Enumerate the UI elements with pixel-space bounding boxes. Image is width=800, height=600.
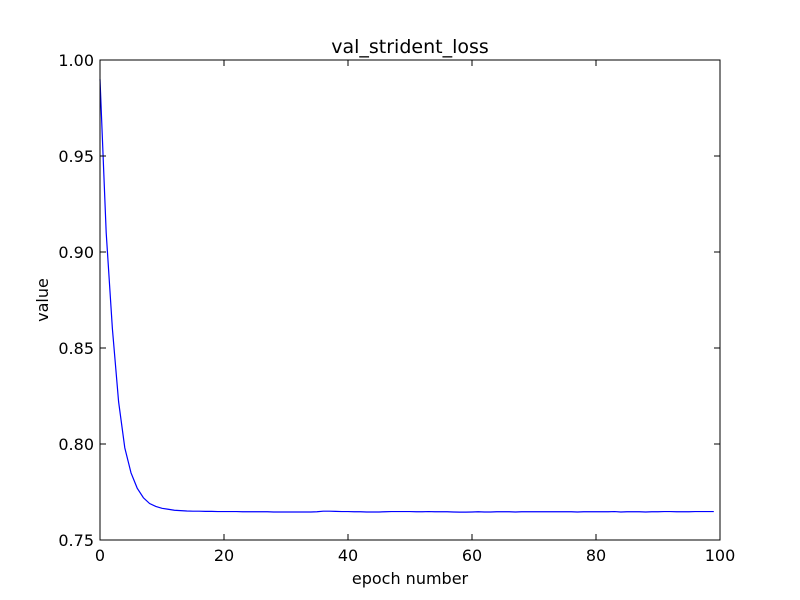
y-tick-label: 1.00 <box>58 51 94 70</box>
y-axis-label: value <box>33 278 52 322</box>
y-axis: 0.75 0.80 0.85 0.90 0.95 1.00 <box>58 51 720 550</box>
y-tick-label: 0.80 <box>58 435 94 454</box>
plot-frame <box>99 59 721 541</box>
y-tick-label: 0.75 <box>58 531 94 550</box>
y-tick-label: 0.90 <box>58 243 94 262</box>
series-line-0 <box>99 79 714 513</box>
y-tick-label: 0.95 <box>58 147 94 166</box>
x-tick-label: 0 <box>95 546 105 565</box>
x-tick-label: 80 <box>586 546 606 565</box>
y-tick-label: 0.85 <box>58 339 94 358</box>
chart-title: val_strident_loss <box>331 36 489 58</box>
plot-area <box>99 79 714 513</box>
x-axis-label: epoch number <box>352 569 469 588</box>
x-tick-label: 40 <box>338 546 358 565</box>
x-tick-label: 60 <box>462 546 482 565</box>
x-tick-label: 100 <box>705 546 736 565</box>
x-tick-label: 20 <box>214 546 234 565</box>
x-axis: 0 20 40 60 80 100 <box>95 60 735 565</box>
